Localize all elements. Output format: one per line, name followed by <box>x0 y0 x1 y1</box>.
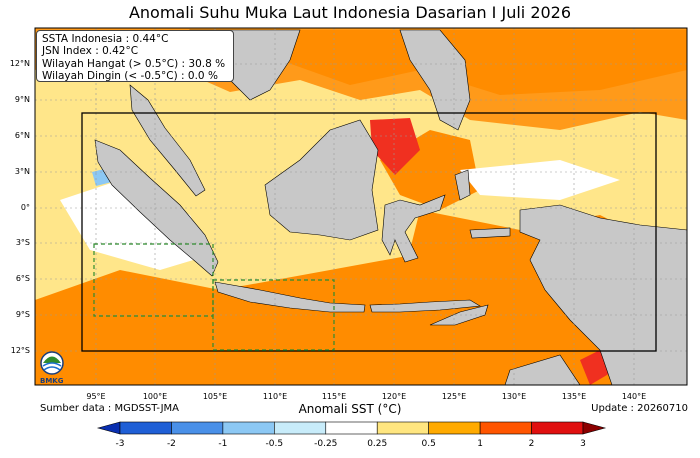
sulawesi-island <box>381 194 446 263</box>
colorbar-tick-label: 1 <box>477 439 483 449</box>
new-guinea-island <box>519 204 688 386</box>
page-title: Anomali Suhu Muka Laut Indonesia Dasaria… <box>128 3 572 22</box>
colorbar-min-arrow <box>96 421 121 435</box>
lon-label: 135°E <box>561 392 587 401</box>
colorbar-segment <box>428 421 481 435</box>
timor-island <box>429 304 489 326</box>
colorbar-segment <box>274 421 327 435</box>
java-island <box>214 281 366 313</box>
lat-label: 3°N <box>14 167 30 176</box>
lon-label: 125°E <box>441 392 467 401</box>
colorbar-tick-label: 0.25 <box>367 439 388 449</box>
colorbar-tick-label: -1 <box>218 439 228 449</box>
colorbar-tick-label: 0.5 <box>421 439 436 449</box>
data-source-label: Sumber data : MGDSST-JMA <box>40 403 180 414</box>
colorbar-segment <box>376 421 429 435</box>
lon-label: 115°E <box>321 392 347 401</box>
colorbar-segment <box>531 421 584 435</box>
colorbar <box>96 421 607 435</box>
colorbar-tick-label: -2 <box>166 439 176 449</box>
lon-label: 95°E <box>86 392 106 401</box>
lat-label: 6°N <box>14 131 30 140</box>
jsn-index-value: JSN Index : 0.42°C <box>42 45 139 58</box>
indonesia-region-box <box>81 112 657 352</box>
borneo-island <box>264 119 379 241</box>
lon-label: 105°E <box>202 392 228 401</box>
colorbar-segment <box>171 421 224 435</box>
colorbar-max-arrow <box>582 421 607 435</box>
colorbar-tick-label: 2 <box>528 439 535 449</box>
colorbar-segment <box>119 421 172 435</box>
colorbar-tick-label: -0.25 <box>314 439 338 449</box>
colorbar-tick-label: -3 <box>115 439 125 449</box>
stats-box: SSTA Indonesia : 0.44°C JSN Index : 0.42… <box>36 30 234 82</box>
philippines-islands <box>399 29 471 131</box>
cold-region-value: Wilayah Dingin (< -0.5°C) : 0.0 % <box>42 70 218 83</box>
lat-label: 9°N <box>14 95 30 104</box>
south-java-box <box>212 279 335 351</box>
colorbar-segment <box>222 421 275 435</box>
lon-label: 110°E <box>262 392 288 401</box>
update-date-label: Update : 20260710 <box>591 403 688 414</box>
lat-label: 6°S <box>15 274 30 283</box>
bmkg-logo-label: BMKG <box>40 377 64 385</box>
lat-label: 9°S <box>15 310 30 319</box>
lesser-sunda-islands <box>369 299 481 313</box>
colorbar-tick-label: -0.5 <box>265 439 284 449</box>
colorbar-segment <box>325 421 378 435</box>
lat-label: 12°N <box>9 59 30 68</box>
colorbar-tick-label: 3 <box>580 439 586 449</box>
lat-label: 12°S <box>10 346 30 355</box>
lon-label: 140°E <box>621 392 647 401</box>
bmkg-logo <box>40 351 64 375</box>
lon-label: 100°E <box>142 392 168 401</box>
warm-region-value: Wilayah Hangat (> 0.5°C) : 30.8 % <box>42 57 226 70</box>
halmahera-island <box>454 169 471 201</box>
seram-island <box>469 227 511 239</box>
lat-label: 0° <box>20 203 30 212</box>
lon-label: 130°E <box>501 392 527 401</box>
colorbar-segment <box>479 421 532 435</box>
lon-label: 120°E <box>381 392 407 401</box>
lat-label: 3°S <box>15 238 30 247</box>
map-border <box>34 27 688 386</box>
ssta-indonesia-value: SSTA Indonesia : 0.44°C <box>42 33 169 45</box>
colorbar-title: Anomali SST (°C) <box>298 402 402 416</box>
